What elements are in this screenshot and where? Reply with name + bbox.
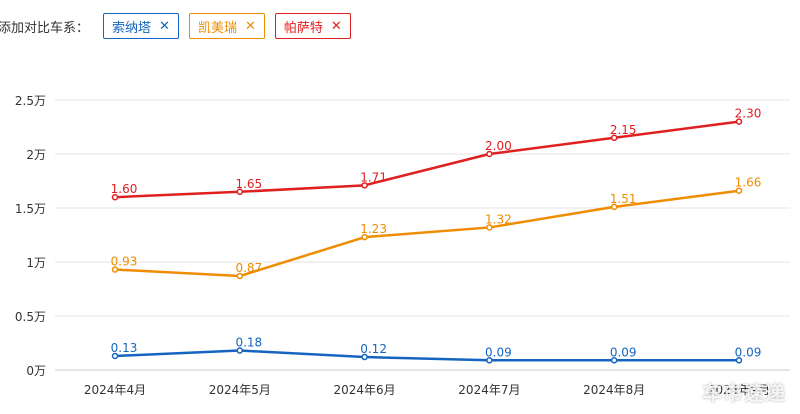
close-icon[interactable]: ✕ xyxy=(244,18,256,34)
data-label: 0.18 xyxy=(235,336,262,350)
watermark-text: 车市速递 xyxy=(702,381,786,405)
data-label: 1.60 xyxy=(111,182,138,196)
data-point xyxy=(610,357,618,364)
data-label: 1.32 xyxy=(485,212,512,226)
series-line-1 xyxy=(114,189,740,278)
compare-tag-2[interactable]: 帕萨特 ✕ xyxy=(274,13,351,39)
data-label: 2.15 xyxy=(610,123,637,137)
data-label: 1.51 xyxy=(610,192,637,206)
x-tick-label: 2024年4月 xyxy=(84,383,146,397)
compare-tag-label: 凯美瑞 xyxy=(197,20,237,36)
data-label: 0.87 xyxy=(235,261,262,275)
data-label: 0.09 xyxy=(610,345,637,359)
close-icon[interactable]: ✕ xyxy=(330,18,342,34)
data-point xyxy=(486,224,493,231)
data-point xyxy=(610,203,618,211)
y-tick-label: 0.5万 xyxy=(15,310,46,324)
data-label: 0.93 xyxy=(111,255,138,269)
data-label: 2.30 xyxy=(735,107,762,121)
x-tick-label: 2024年5月 xyxy=(209,383,271,397)
data-label: 0.09 xyxy=(735,345,762,359)
compare-tag-1[interactable]: 凯美瑞 ✕ xyxy=(188,13,265,39)
data-point xyxy=(735,118,743,125)
data-label: 0.12 xyxy=(360,342,387,356)
compare-tag-label: 索纳塔 xyxy=(112,20,152,36)
data-point xyxy=(111,352,119,360)
compare-tag-label: 帕萨特 xyxy=(283,20,323,36)
data-label: 1.65 xyxy=(235,177,262,191)
data-label: 1.23 xyxy=(360,222,387,236)
compare-label: 添加对比车系： xyxy=(0,20,90,36)
y-tick-label: 0万 xyxy=(26,364,46,378)
compare-tag-list: 索纳塔 ✕ 凯美瑞 ✕ 帕萨特 ✕ xyxy=(103,13,351,39)
series-line-2 xyxy=(114,349,739,362)
close-icon[interactable]: ✕ xyxy=(159,18,170,34)
data-label: 2.00 xyxy=(485,139,512,153)
data-point xyxy=(486,150,493,158)
y-tick-label: 2.5万 xyxy=(15,94,46,108)
y-tick-label: 2万 xyxy=(26,148,46,162)
data-label: 1.71 xyxy=(360,170,387,184)
y-tick-label: 1.5万 xyxy=(15,202,46,216)
data-label: 0.09 xyxy=(485,345,512,359)
data-point xyxy=(236,347,244,354)
y-tick-label: 1万 xyxy=(26,256,46,270)
data-label: 1.66 xyxy=(735,176,762,190)
data-point xyxy=(111,193,119,201)
data-point xyxy=(735,357,743,364)
x-tick-label: 2024年8月 xyxy=(583,383,645,397)
data-point xyxy=(236,188,244,196)
x-tick-label: 2024年6月 xyxy=(334,383,396,397)
data-point xyxy=(610,134,618,142)
data-point xyxy=(111,266,119,273)
x-tick-label: 2024年7月 xyxy=(458,383,520,397)
compare-tag-0[interactable]: 索纳塔 ✕ xyxy=(103,13,179,39)
data-point xyxy=(236,272,244,280)
data-point xyxy=(735,187,743,194)
data-point xyxy=(361,353,368,361)
data-label: 0.13 xyxy=(111,341,138,355)
data-point xyxy=(486,357,493,364)
series-line-0 xyxy=(114,120,740,199)
data-point xyxy=(361,233,368,241)
x-tick-label: 2024年9月 xyxy=(708,383,770,397)
data-point xyxy=(361,182,368,189)
compare-filter-bar: 添加对比车系： 索纳塔 ✕ 凯美瑞 ✕ 帕萨特 ✕ xyxy=(0,12,351,40)
